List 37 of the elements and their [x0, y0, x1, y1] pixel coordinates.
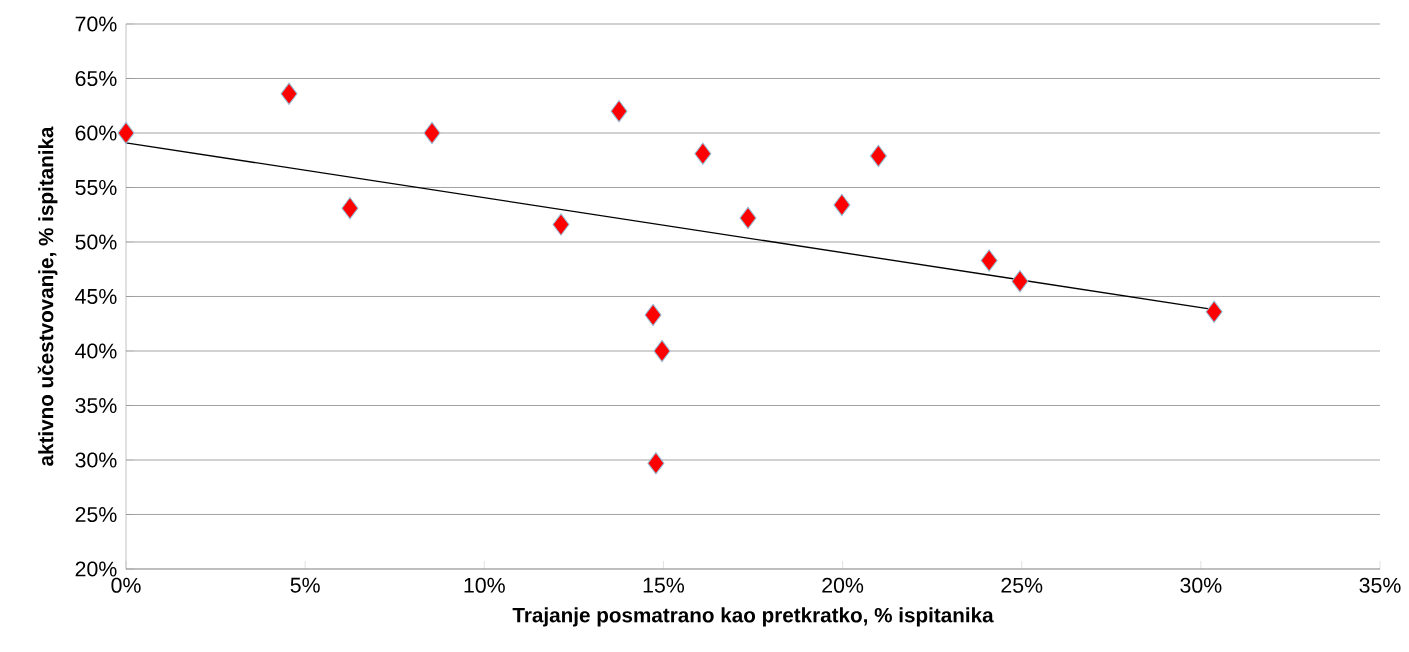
- point: [423, 121, 441, 145]
- x-tick-label: 0%: [111, 577, 141, 593]
- y-tick-label: 65%: [75, 70, 117, 87]
- point: [610, 99, 628, 123]
- point: [552, 213, 570, 236]
- point: [1011, 270, 1029, 293]
- y-tick-label: 60%: [75, 125, 117, 141]
- y-tick-label: 45%: [75, 288, 117, 304]
- y-tick-label: 25%: [75, 506, 117, 523]
- y-tick-label: 40%: [75, 343, 117, 359]
- y-tick-label: 30%: [75, 452, 117, 468]
- x-tick-label: 20%: [822, 577, 864, 593]
- y-tick-label: 70%: [75, 16, 117, 32]
- point: [739, 206, 757, 230]
- point: [694, 142, 712, 165]
- x-tick-label: 35%: [1359, 577, 1401, 593]
- point: [117, 121, 135, 145]
- point: [341, 197, 359, 220]
- y-tick-label: 20%: [75, 561, 117, 577]
- point: [833, 193, 851, 217]
- point: [647, 452, 665, 475]
- point: [653, 339, 671, 363]
- point: [280, 82, 298, 105]
- point: [869, 144, 887, 168]
- x-tick-label: 10%: [464, 577, 505, 593]
- x-tick-label: 25%: [1001, 577, 1043, 593]
- x-tick-label: 15%: [643, 577, 685, 593]
- x-axis-title: Trajanje posmatrano kao pretkratko, % ispitanika: [512, 607, 994, 627]
- x-tick-label: 5%: [290, 577, 320, 593]
- y-tick-label: 50%: [75, 234, 117, 250]
- y-axis-title: aktivno učestvovanje, % ispitanika: [37, 126, 58, 466]
- point: [980, 249, 998, 272]
- point: [1205, 300, 1223, 323]
- x-tick-label: 30%: [1180, 577, 1222, 593]
- y-tick-label: 55%: [75, 179, 117, 195]
- y-tick-label: 35%: [75, 397, 117, 414]
- point: [644, 303, 662, 327]
